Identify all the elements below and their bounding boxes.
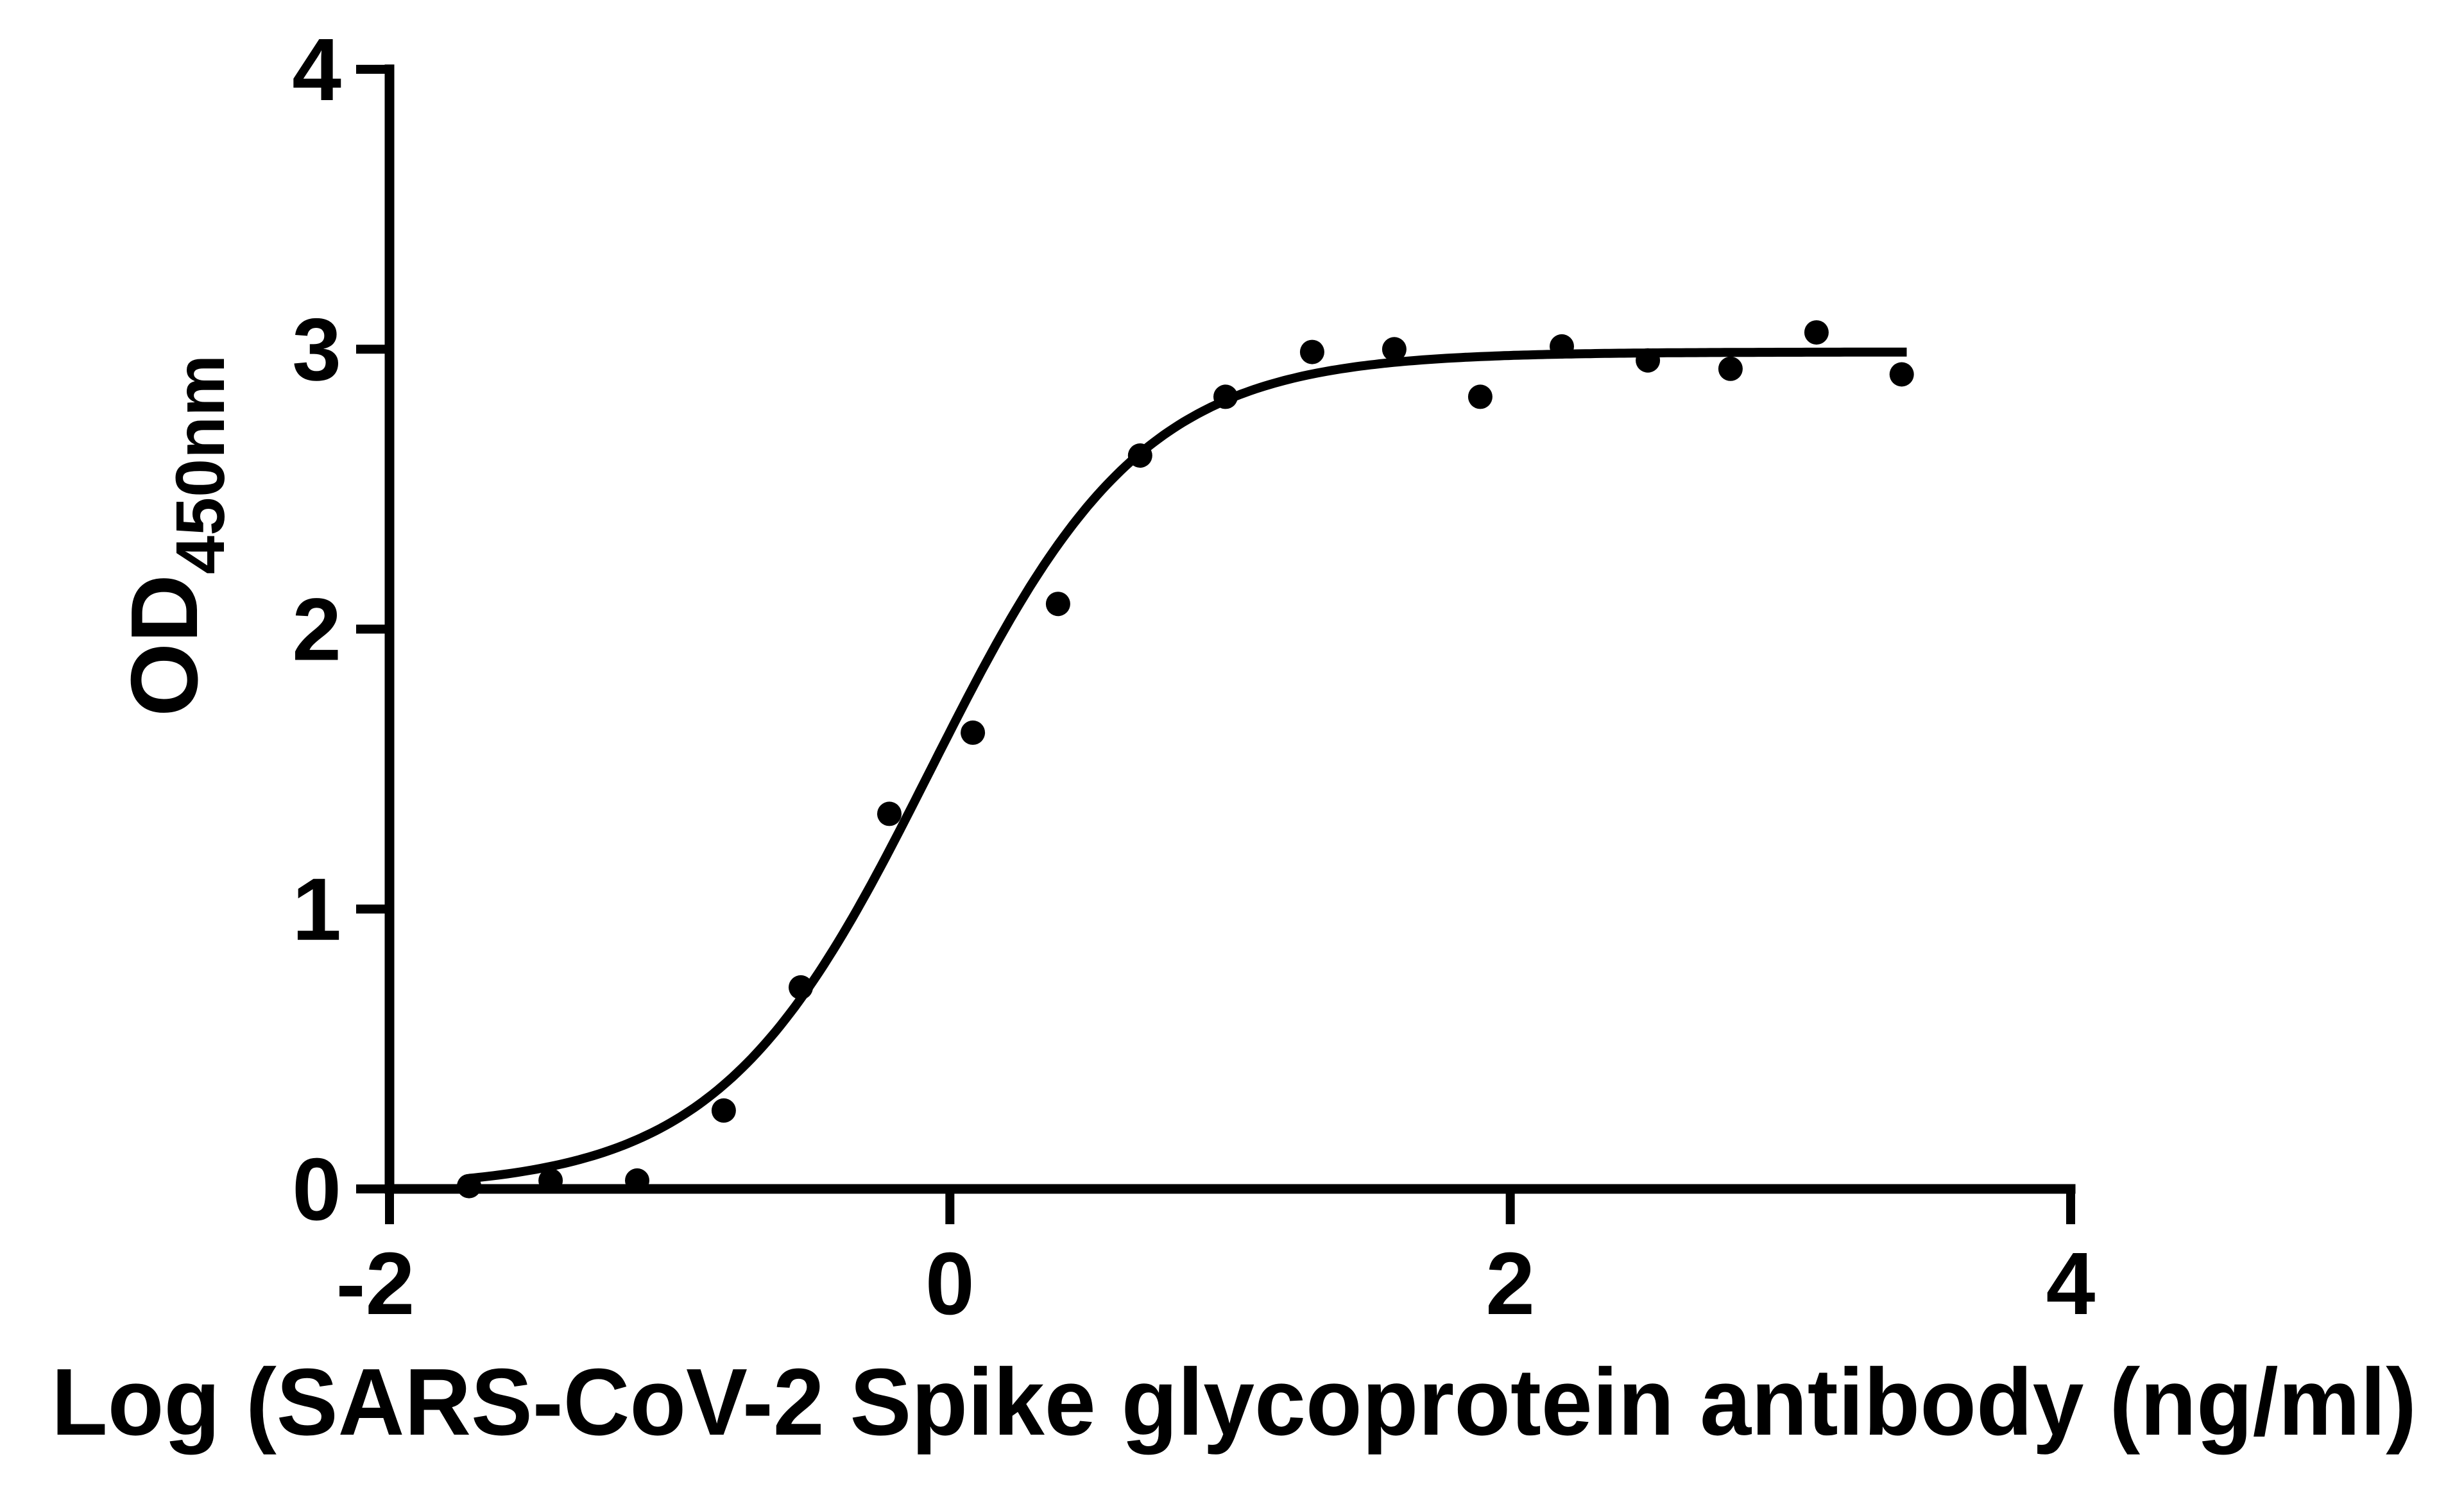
x-tick-label: 2 [1485, 1234, 1535, 1333]
data-point [1804, 320, 1829, 345]
y-axis-ticks: 0 1 2 3 4 [292, 21, 389, 1239]
data-point [1718, 356, 1743, 381]
data-point [538, 1168, 563, 1193]
data-point [1299, 339, 1324, 364]
x-axis-title: Log (SARS-CoV-2 Spike glycoprotein antib… [51, 1349, 2417, 1455]
data-points [457, 320, 1914, 1199]
data-point [457, 1174, 481, 1199]
data-point [1636, 348, 1661, 373]
y-tick-label: 0 [292, 1140, 341, 1239]
x-tick-label: 0 [925, 1234, 975, 1333]
y-axis-title-main: OD [112, 574, 218, 717]
y-axis-title-subscript: 450nm [161, 355, 239, 574]
x-axis-ticks: -2 0 2 4 [336, 1189, 2096, 1333]
y-tick-label: 3 [292, 300, 341, 399]
y-tick-label: 1 [292, 860, 341, 959]
data-point [1127, 443, 1152, 468]
data-point [1550, 334, 1574, 359]
data-point [625, 1168, 649, 1193]
y-tick-label: 4 [292, 21, 341, 119]
x-tick-label: 4 [2046, 1234, 2096, 1333]
fitted-curve [468, 347, 1907, 1183]
data-point [711, 1098, 736, 1123]
x-tick-label: -2 [336, 1234, 415, 1333]
data-point [789, 975, 813, 1000]
data-point [1045, 592, 1070, 617]
data-point [1889, 362, 1914, 387]
y-axis-title: OD450nm [112, 355, 239, 717]
data-point [1382, 337, 1407, 362]
y-tick-label: 2 [292, 581, 341, 679]
data-point [1213, 384, 1238, 409]
data-point [1467, 384, 1493, 409]
data-point [961, 720, 986, 745]
data-point [877, 801, 902, 826]
